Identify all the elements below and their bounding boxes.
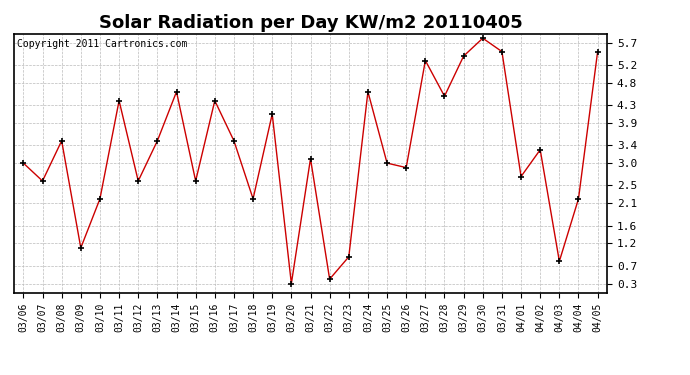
Title: Solar Radiation per Day KW/m2 20110405: Solar Radiation per Day KW/m2 20110405 [99, 14, 522, 32]
Text: Copyright 2011 Cartronics.com: Copyright 2011 Cartronics.com [17, 39, 187, 49]
